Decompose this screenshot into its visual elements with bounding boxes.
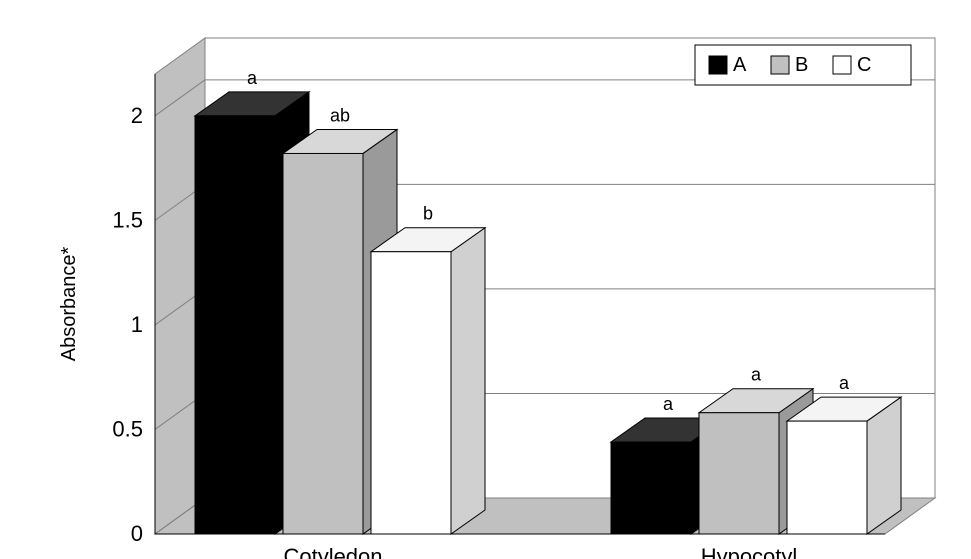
significance-label: b [423, 204, 433, 224]
significance-label: a [751, 365, 762, 385]
bar-front [371, 252, 451, 534]
legend-swatch [833, 56, 851, 74]
bar-front [787, 421, 867, 534]
y-tick-label: 0.5 [112, 416, 143, 441]
y-tick-label: 1.5 [112, 207, 143, 232]
x-category-label: Cotyledon [283, 544, 382, 559]
chart-container: { "chart": { "type": "bar-3d", "width": … [0, 0, 971, 559]
significance-label: a [663, 394, 674, 414]
x-category-label: Hypocotyl [701, 544, 798, 559]
legend-label: C [857, 54, 871, 76]
bar-front [611, 442, 691, 534]
y-tick-label: 2 [131, 103, 143, 128]
bar-front [283, 153, 363, 534]
bar-front [699, 413, 779, 534]
y-tick-label: 0 [131, 521, 143, 546]
significance-label: a [839, 373, 850, 393]
bar-side [451, 228, 485, 534]
legend-swatch [771, 56, 789, 74]
legend-label: A [733, 54, 747, 76]
bar-3d-chart: 0 0.5 1 1.5 2 Absorbance* a ab b Cotyledon a a a Hypo… [0, 0, 971, 559]
legend-swatch [709, 56, 727, 74]
significance-label: a [247, 68, 258, 88]
bar-front [195, 116, 275, 534]
significance-label: ab [330, 105, 350, 125]
y-tick-label: 1 [131, 312, 143, 337]
y-axis-label: Absorbance* [58, 247, 80, 362]
legend-label: B [795, 54, 808, 76]
